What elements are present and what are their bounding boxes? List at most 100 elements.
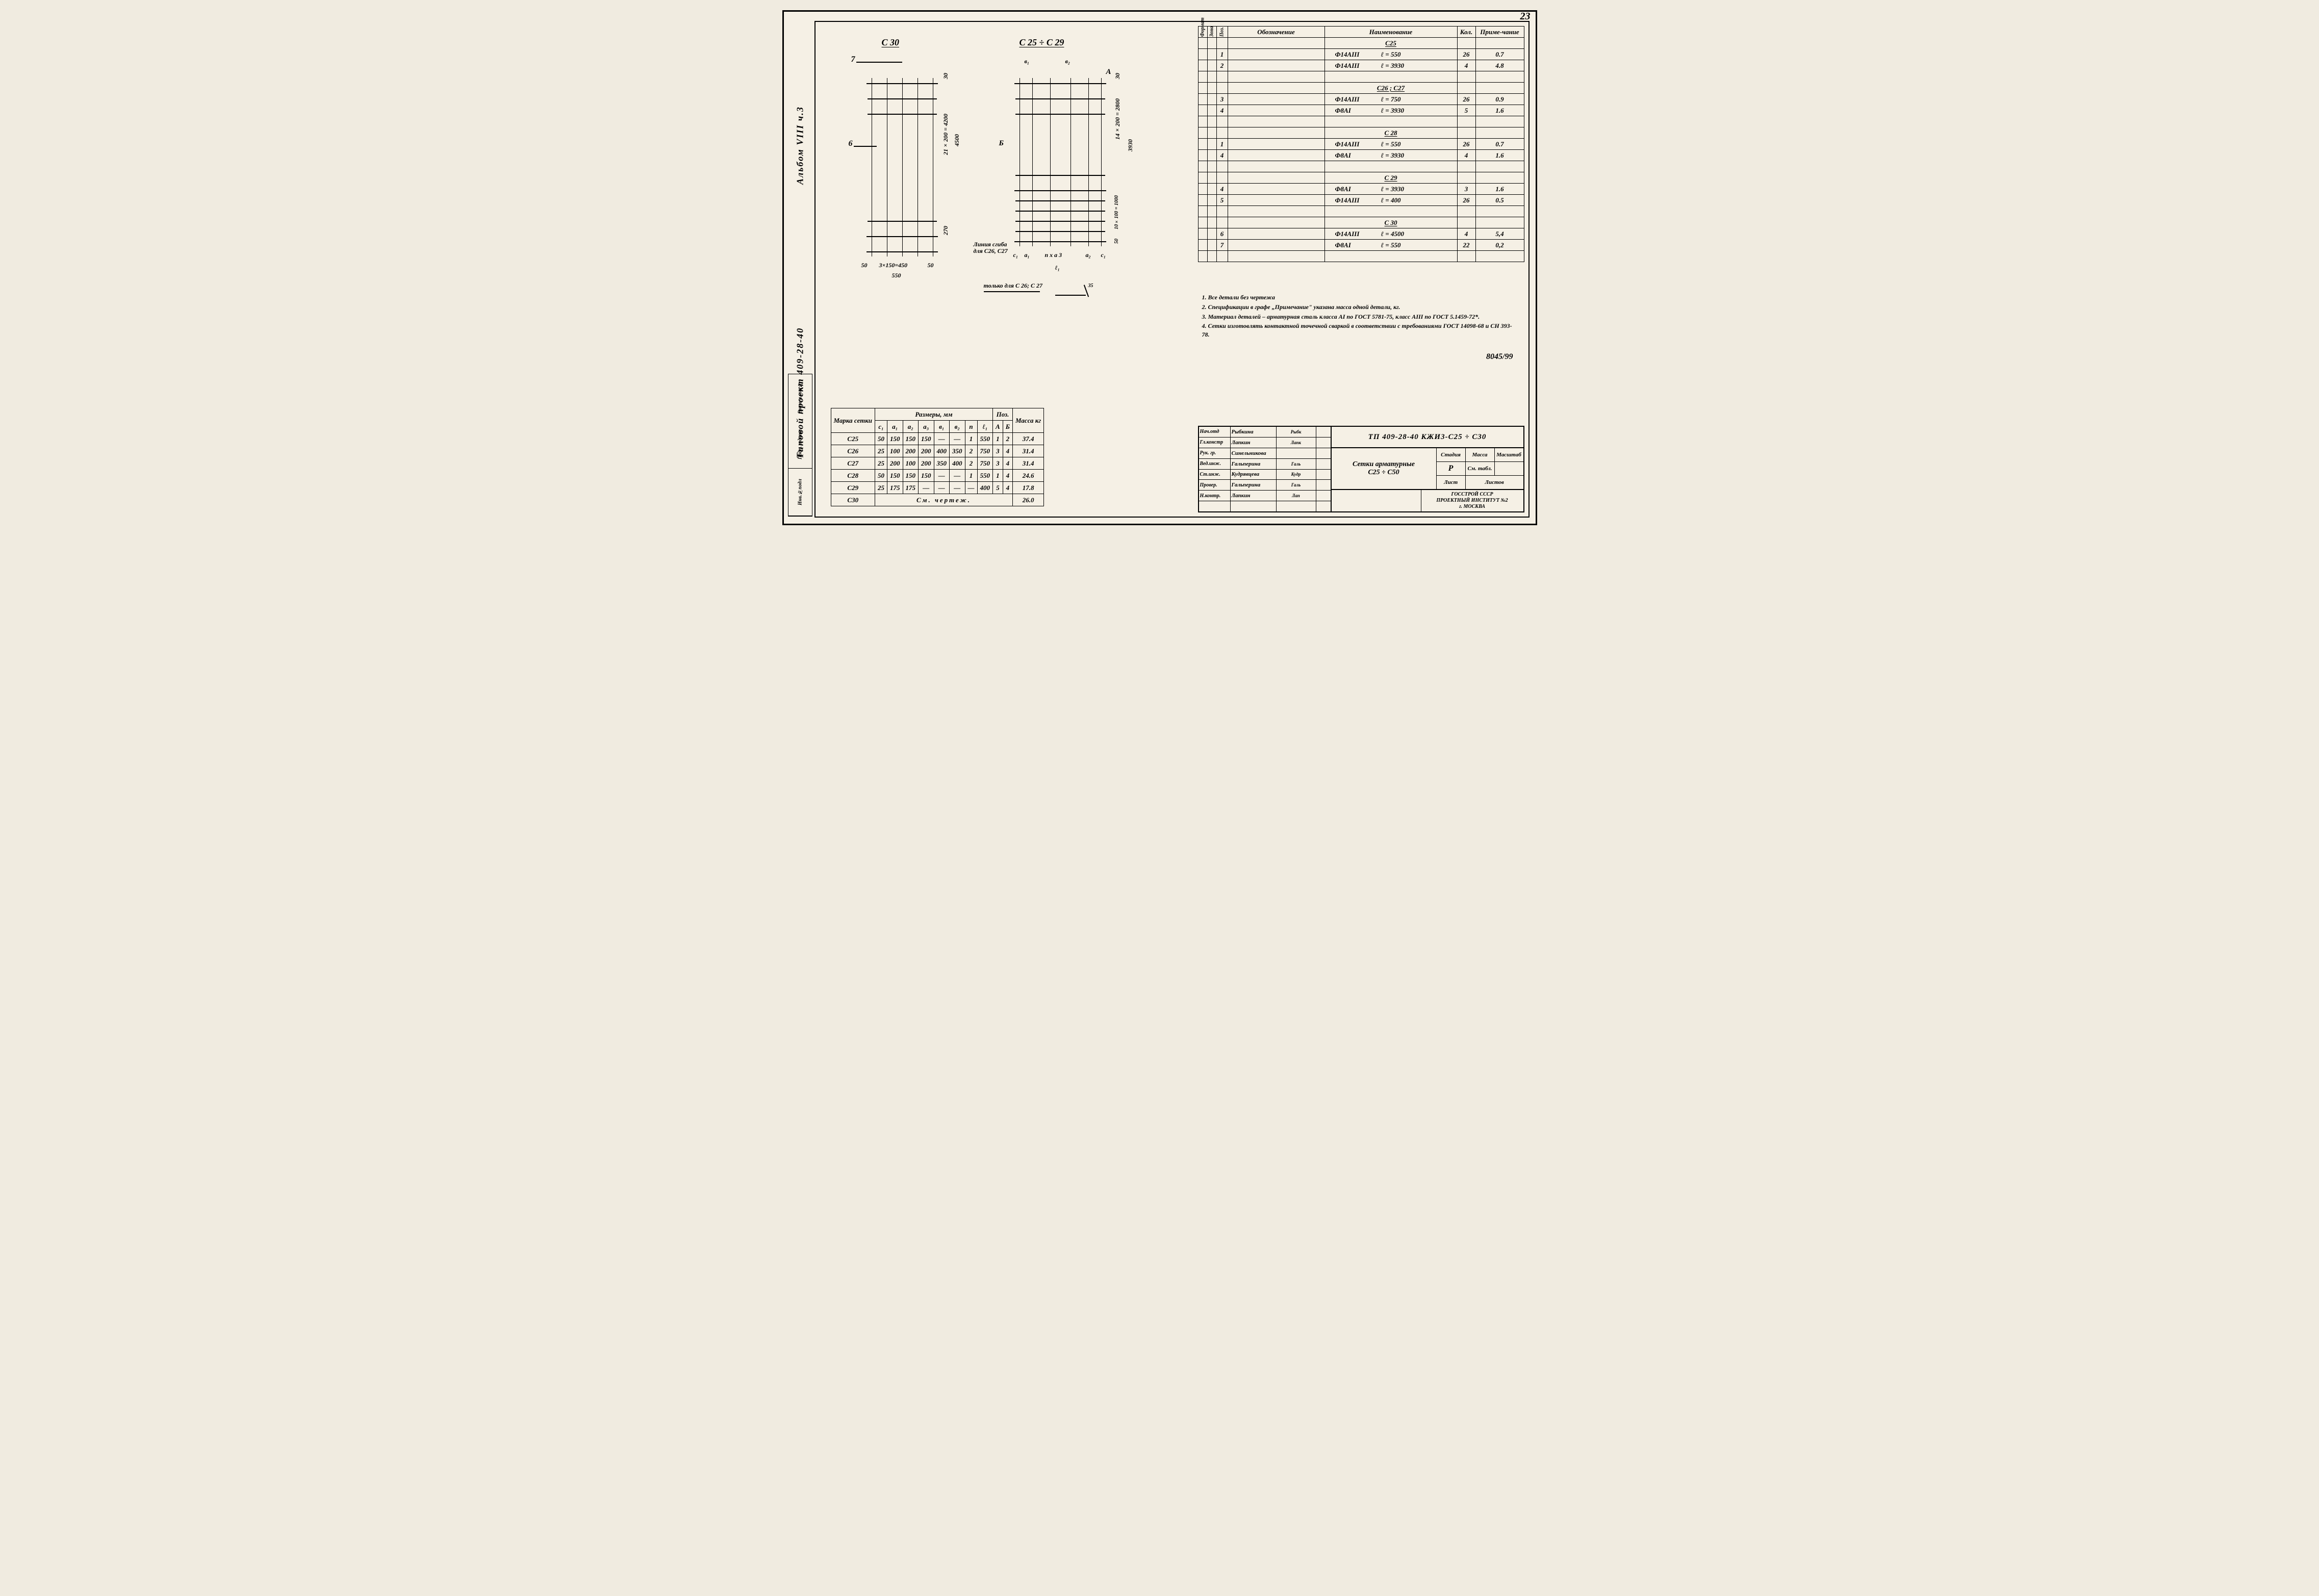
tb-org-left: [1332, 490, 1421, 511]
side-box-0: Взамен инв№: [788, 374, 812, 421]
spec-row: 3 Ф14АIIIℓ = 750260.9: [1198, 94, 1524, 105]
dim-l1: ℓ₁: [1055, 264, 1060, 272]
dim-450: 3×150=450: [879, 262, 908, 269]
spec-row: 7 Ф8АIℓ = 550220,2: [1198, 240, 1524, 251]
size-col: А: [993, 421, 1003, 433]
spec-row: 5 Ф14АIIIℓ = 400260.5: [1198, 195, 1524, 206]
inner-frame: С 30 С 25 ÷ С 29 7 6 30: [814, 21, 1530, 518]
spec-section-header: С 30: [1198, 217, 1524, 228]
bend-note: Линия сгиба для С26, С27: [974, 241, 1014, 254]
dim-2800: 14×200 = 2800: [1114, 98, 1122, 140]
tb-signer-row: Нач.отдРыбкинаРыбк: [1199, 427, 1332, 437]
dim-550: 550: [892, 272, 901, 279]
size-col: в₂: [950, 421, 965, 433]
size-col: а₃: [919, 421, 934, 433]
size-row: С2925175175————4005417.8: [831, 482, 1044, 494]
spec-h-qty: Кол.: [1457, 27, 1475, 38]
spec-section-header: С 28: [1198, 127, 1524, 139]
spec-row-blank: [1198, 206, 1524, 217]
size-row: С272520010020035040027503431.4: [831, 457, 1044, 470]
side-box-1: Подп. и дата: [788, 421, 812, 469]
spec-row: 1 Ф14АIIIℓ = 550260.7: [1198, 49, 1524, 60]
label-c30: С 30: [882, 37, 900, 48]
spec-table: Формат Зона Поз. Обозначение Наименовани…: [1198, 26, 1524, 262]
spec-row-blank: [1198, 116, 1524, 127]
tb-signers: Нач.отдРыбкинаРыбкГл.констрЛапкинЛапкРук…: [1199, 427, 1332, 511]
tb-right: ТП 409-28-40 КЖИ3-С25 ÷ С30 Сетки армату…: [1332, 427, 1523, 511]
note-4: 4. Сетки изготовлять контактной точечной…: [1202, 322, 1518, 339]
size-hdr-mass: Масса кг: [1012, 408, 1043, 433]
size-hdr-mark: Марка сетки: [831, 408, 875, 433]
tb-signer-row: Вед.инж.ГальперинаГаль: [1199, 459, 1332, 470]
spec-row: 1 Ф14АIIIℓ = 550260.7: [1198, 139, 1524, 150]
spec-row-blank: [1198, 251, 1524, 262]
dim-nxa3: n x a 3: [1045, 251, 1062, 259]
side-album: Альбом VIII ч.3: [788, 22, 812, 269]
tb-signer-row: Рук. гр.Синельникова: [1199, 448, 1332, 459]
tb-title: Сетки арматурные С25 ÷ С50: [1332, 448, 1437, 489]
spec-row-blank: [1198, 161, 1524, 172]
spec-section-header: С 29: [1198, 172, 1524, 184]
note-3: 3. Материал деталей – арматурная сталь к…: [1202, 313, 1518, 321]
tb-signer-row: Ст.инж.КудрявцеваКудр: [1199, 470, 1332, 480]
size-row: С262510020020040035027503431.4: [831, 445, 1044, 457]
size-row: С30См. чертеж.26.0: [831, 494, 1044, 506]
size-col: а₂: [903, 421, 919, 433]
spec-h-zone: Зона: [1207, 27, 1216, 38]
dim-c1b: с₁: [1101, 251, 1106, 259]
side-boxes: Взамен инв№ Подп. и дата Инв.№подл: [788, 374, 812, 517]
spec-h-pos: Поз.: [1216, 27, 1228, 38]
size-col: а₁: [887, 421, 903, 433]
size-col: в₁: [934, 421, 950, 433]
note-2: 2. Спецификации в графе „Примечание" ука…: [1202, 303, 1518, 312]
mesh-c25-29: [1020, 83, 1101, 241]
dim-a2: а₂: [1086, 251, 1091, 259]
spec-row: 2 Ф14АIIIℓ = 393044.8: [1198, 60, 1524, 71]
notes-block: 1. Все детали без чертежа 2. Спецификаци…: [1202, 292, 1518, 340]
tb-org: ГОССТРОЙ СССР ПРОЕКТНЫЙ ИНСТИТУТ №2 г. М…: [1421, 490, 1523, 511]
dim-B: Б: [999, 139, 1004, 148]
title-block: Нач.отдРыбкинаРыбкГл.констрЛапкинЛапкРук…: [1198, 426, 1524, 512]
tb-signer-row: [1199, 501, 1332, 511]
callout-6: 6: [849, 139, 853, 148]
spec-h-desig: Обозначение: [1228, 27, 1324, 38]
size-hdr-pos: Поз.: [993, 408, 1013, 421]
tb-meta: Стадия Масса Масштаб Р См. табл. Лист Ли…: [1437, 448, 1523, 489]
size-col: n: [965, 421, 977, 433]
dim-50b: 50: [928, 262, 934, 269]
mesh-c30: [872, 83, 933, 251]
spec-row: 4 Ф8АIℓ = 393051.6: [1198, 105, 1524, 116]
tb-project-code: ТП 409-28-40 КЖИ3-С25 ÷ С30: [1332, 427, 1523, 448]
dim-3930: 3930: [1127, 139, 1134, 151]
dim-b2: в₂: [1065, 58, 1071, 65]
spec-row: 4 Ф8АIℓ = 393031.6: [1198, 184, 1524, 195]
spec-h-note: Приме-чание: [1475, 27, 1524, 38]
spec-section-header: С25: [1198, 38, 1524, 49]
callout-7: 7: [851, 55, 855, 64]
dim-A: А: [1106, 68, 1111, 76]
ref-number: 8045/99: [1486, 352, 1513, 362]
drawing-area: С 30 С 25 ÷ С 29 7 6 30: [831, 37, 1147, 323]
only-note: только для С 26; С 27: [984, 282, 1042, 290]
dim-4500: 4500: [953, 134, 961, 146]
spec-h-name: Наименование: [1324, 27, 1457, 38]
dim-50a: 50: [861, 262, 868, 269]
dim-4200: 21×200 = 4200: [942, 114, 950, 155]
dim-270: 270: [942, 226, 950, 235]
side-box-2: Инв.№подл: [788, 469, 812, 516]
size-col: с₁: [875, 421, 887, 433]
tb-signer-row: Н.контр.ЛапкинЛап: [1199, 491, 1332, 501]
tb-signer-row: Гл.констрЛапкинЛапк: [1199, 437, 1332, 448]
bend-detail: 35: [1055, 287, 1096, 302]
spec-h-format: Формат: [1198, 27, 1207, 38]
size-table: Марка сетки Размеры, мм Поз. Масса кг с₁…: [831, 408, 1044, 506]
note-1: 1. Все детали без чертежа: [1202, 293, 1518, 302]
dim-30r: 30: [1114, 73, 1122, 79]
dim-b1: в₁: [1025, 58, 1030, 65]
label-c25-29: С 25 ÷ С 29: [1020, 37, 1064, 48]
dim-30-l: 30: [942, 73, 950, 79]
spec-row: 4 Ф8АIℓ = 393041.6: [1198, 150, 1524, 161]
size-col: Б: [1003, 421, 1012, 433]
size-row: С2550150150150——15501237.4: [831, 433, 1044, 445]
drawing-sheet: 23 Альбом VIII ч.3 Типовой проект 409-28…: [782, 10, 1537, 525]
